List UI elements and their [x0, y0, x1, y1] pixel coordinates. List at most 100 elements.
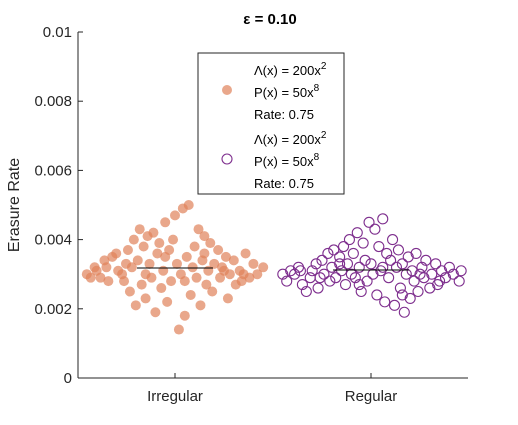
regular-data-point — [387, 234, 399, 246]
irregular-data-point — [140, 293, 151, 304]
legend-entry-line: Rate: 0.75 — [254, 107, 314, 122]
legend-entry-line: Λ(x) = 200x2 — [254, 61, 327, 78]
irregular-data-point — [144, 258, 155, 269]
irregular-data-point — [238, 269, 249, 280]
irregular-data-point — [205, 238, 216, 249]
regular-data-point — [426, 268, 438, 280]
regular-data-point — [347, 247, 359, 259]
regular-data-point — [322, 247, 334, 259]
irregular-data-point — [170, 210, 180, 221]
irregular-data-point — [136, 279, 147, 290]
regular-data-point — [396, 289, 408, 301]
regular-data-point — [353, 261, 365, 273]
irregular-data-point — [187, 262, 198, 273]
regular-data-point — [334, 258, 346, 270]
irregular-data-point — [95, 272, 106, 283]
irregular-data-point — [191, 272, 202, 283]
mean-lines — [137, 267, 409, 271]
regular-data-point — [328, 244, 340, 256]
regular-data-point — [281, 275, 293, 287]
irregular-data-point — [258, 262, 269, 273]
regular-data-point — [392, 244, 404, 256]
regular-data-point — [367, 268, 379, 280]
regular-data-point — [385, 254, 397, 266]
regular-data-point — [300, 285, 312, 298]
regular-data-point — [324, 275, 336, 287]
regular-data-point — [339, 279, 352, 291]
regular-data-point — [304, 272, 316, 284]
irregular-data-point — [160, 251, 171, 262]
irregular-data-point — [128, 234, 139, 245]
chart-title: ε = 0.10 — [243, 11, 296, 28]
irregular-data-point — [148, 227, 159, 238]
axis-ticks: 0 0.002 0.004 0.006 0.008 0.01 Irregular Regula… — [34, 24, 397, 405]
regular-data-point — [296, 279, 308, 291]
regular-data-point — [424, 282, 436, 294]
legend-entry-line: P(x) = 50x8 — [254, 152, 320, 169]
regular-data-point — [434, 275, 446, 287]
irregular-data-point — [228, 255, 239, 266]
legend-entry-line: P(x) = 50x8 — [254, 83, 320, 100]
irregular-data-point — [85, 272, 96, 283]
regular-data-point — [455, 265, 467, 277]
irregular-data-point — [222, 293, 233, 304]
irregular-data-point — [189, 241, 200, 252]
regular-data-point — [388, 299, 401, 311]
regular-data-point — [341, 258, 354, 270]
regular-data-point — [410, 247, 422, 259]
irregular-data-point — [101, 262, 112, 273]
regular-data-point — [343, 234, 355, 246]
y-tick-label: 0.01 — [43, 24, 72, 41]
irregular-data-point — [121, 258, 131, 269]
regular-data-point — [306, 265, 318, 277]
x-tick-label: Irregular — [147, 388, 203, 405]
irregular-data-point — [193, 224, 204, 235]
irregular-data-point — [201, 279, 212, 290]
regular-data-point — [373, 240, 385, 253]
regular-data-point — [406, 265, 418, 277]
regular-data-point — [390, 261, 403, 273]
irregular-data-point — [134, 224, 145, 235]
regular-data-point — [361, 275, 373, 287]
regular-data-point — [379, 296, 391, 308]
irregular-data-point — [199, 248, 210, 259]
regular-data-point — [355, 285, 367, 298]
regular-data-point — [430, 258, 442, 270]
irregular-data-point — [152, 248, 163, 259]
irregular-data-point — [138, 241, 149, 252]
regular-data-point — [349, 272, 361, 284]
irregular-data-point — [240, 248, 251, 259]
regular-data-point — [408, 275, 420, 287]
irregular-data-point — [156, 283, 167, 294]
regular-data-point — [453, 275, 465, 287]
regular-data-point — [371, 289, 383, 301]
irregular-data-point — [183, 200, 194, 210]
regular-data-point — [381, 247, 393, 259]
regular-legend-marker — [221, 153, 233, 165]
regular-data-point — [414, 268, 426, 280]
data-points — [81, 200, 467, 335]
regular-data-point — [312, 282, 324, 294]
regular-data-point — [359, 254, 371, 266]
irregular-legend-marker — [222, 85, 232, 95]
irregular-data-point — [124, 286, 135, 297]
regular-data-point — [412, 285, 424, 298]
irregular-data-point — [132, 255, 143, 266]
regular-data-point — [369, 223, 381, 235]
regular-data-point — [416, 261, 428, 273]
legend: Λ(x) = 200x2 P(x) = 50x8 Rate: 0.75 Λ(x) = … — [197, 52, 345, 195]
irregular-data-point — [209, 258, 220, 269]
irregular-data-point — [158, 265, 169, 276]
irregular-data-point — [173, 324, 184, 335]
irregular-data-point — [168, 234, 179, 245]
irregular-data-point — [207, 286, 218, 297]
regular-data-point — [357, 237, 369, 249]
irregular-data-point — [160, 217, 171, 228]
regular-data-point — [318, 268, 330, 280]
regular-data-point — [365, 258, 377, 270]
regular-data-point — [396, 258, 408, 270]
legend-box — [197, 52, 345, 195]
irregular-data-point — [103, 276, 114, 287]
regular-data-point — [345, 268, 357, 280]
regular-data-point — [326, 261, 338, 273]
